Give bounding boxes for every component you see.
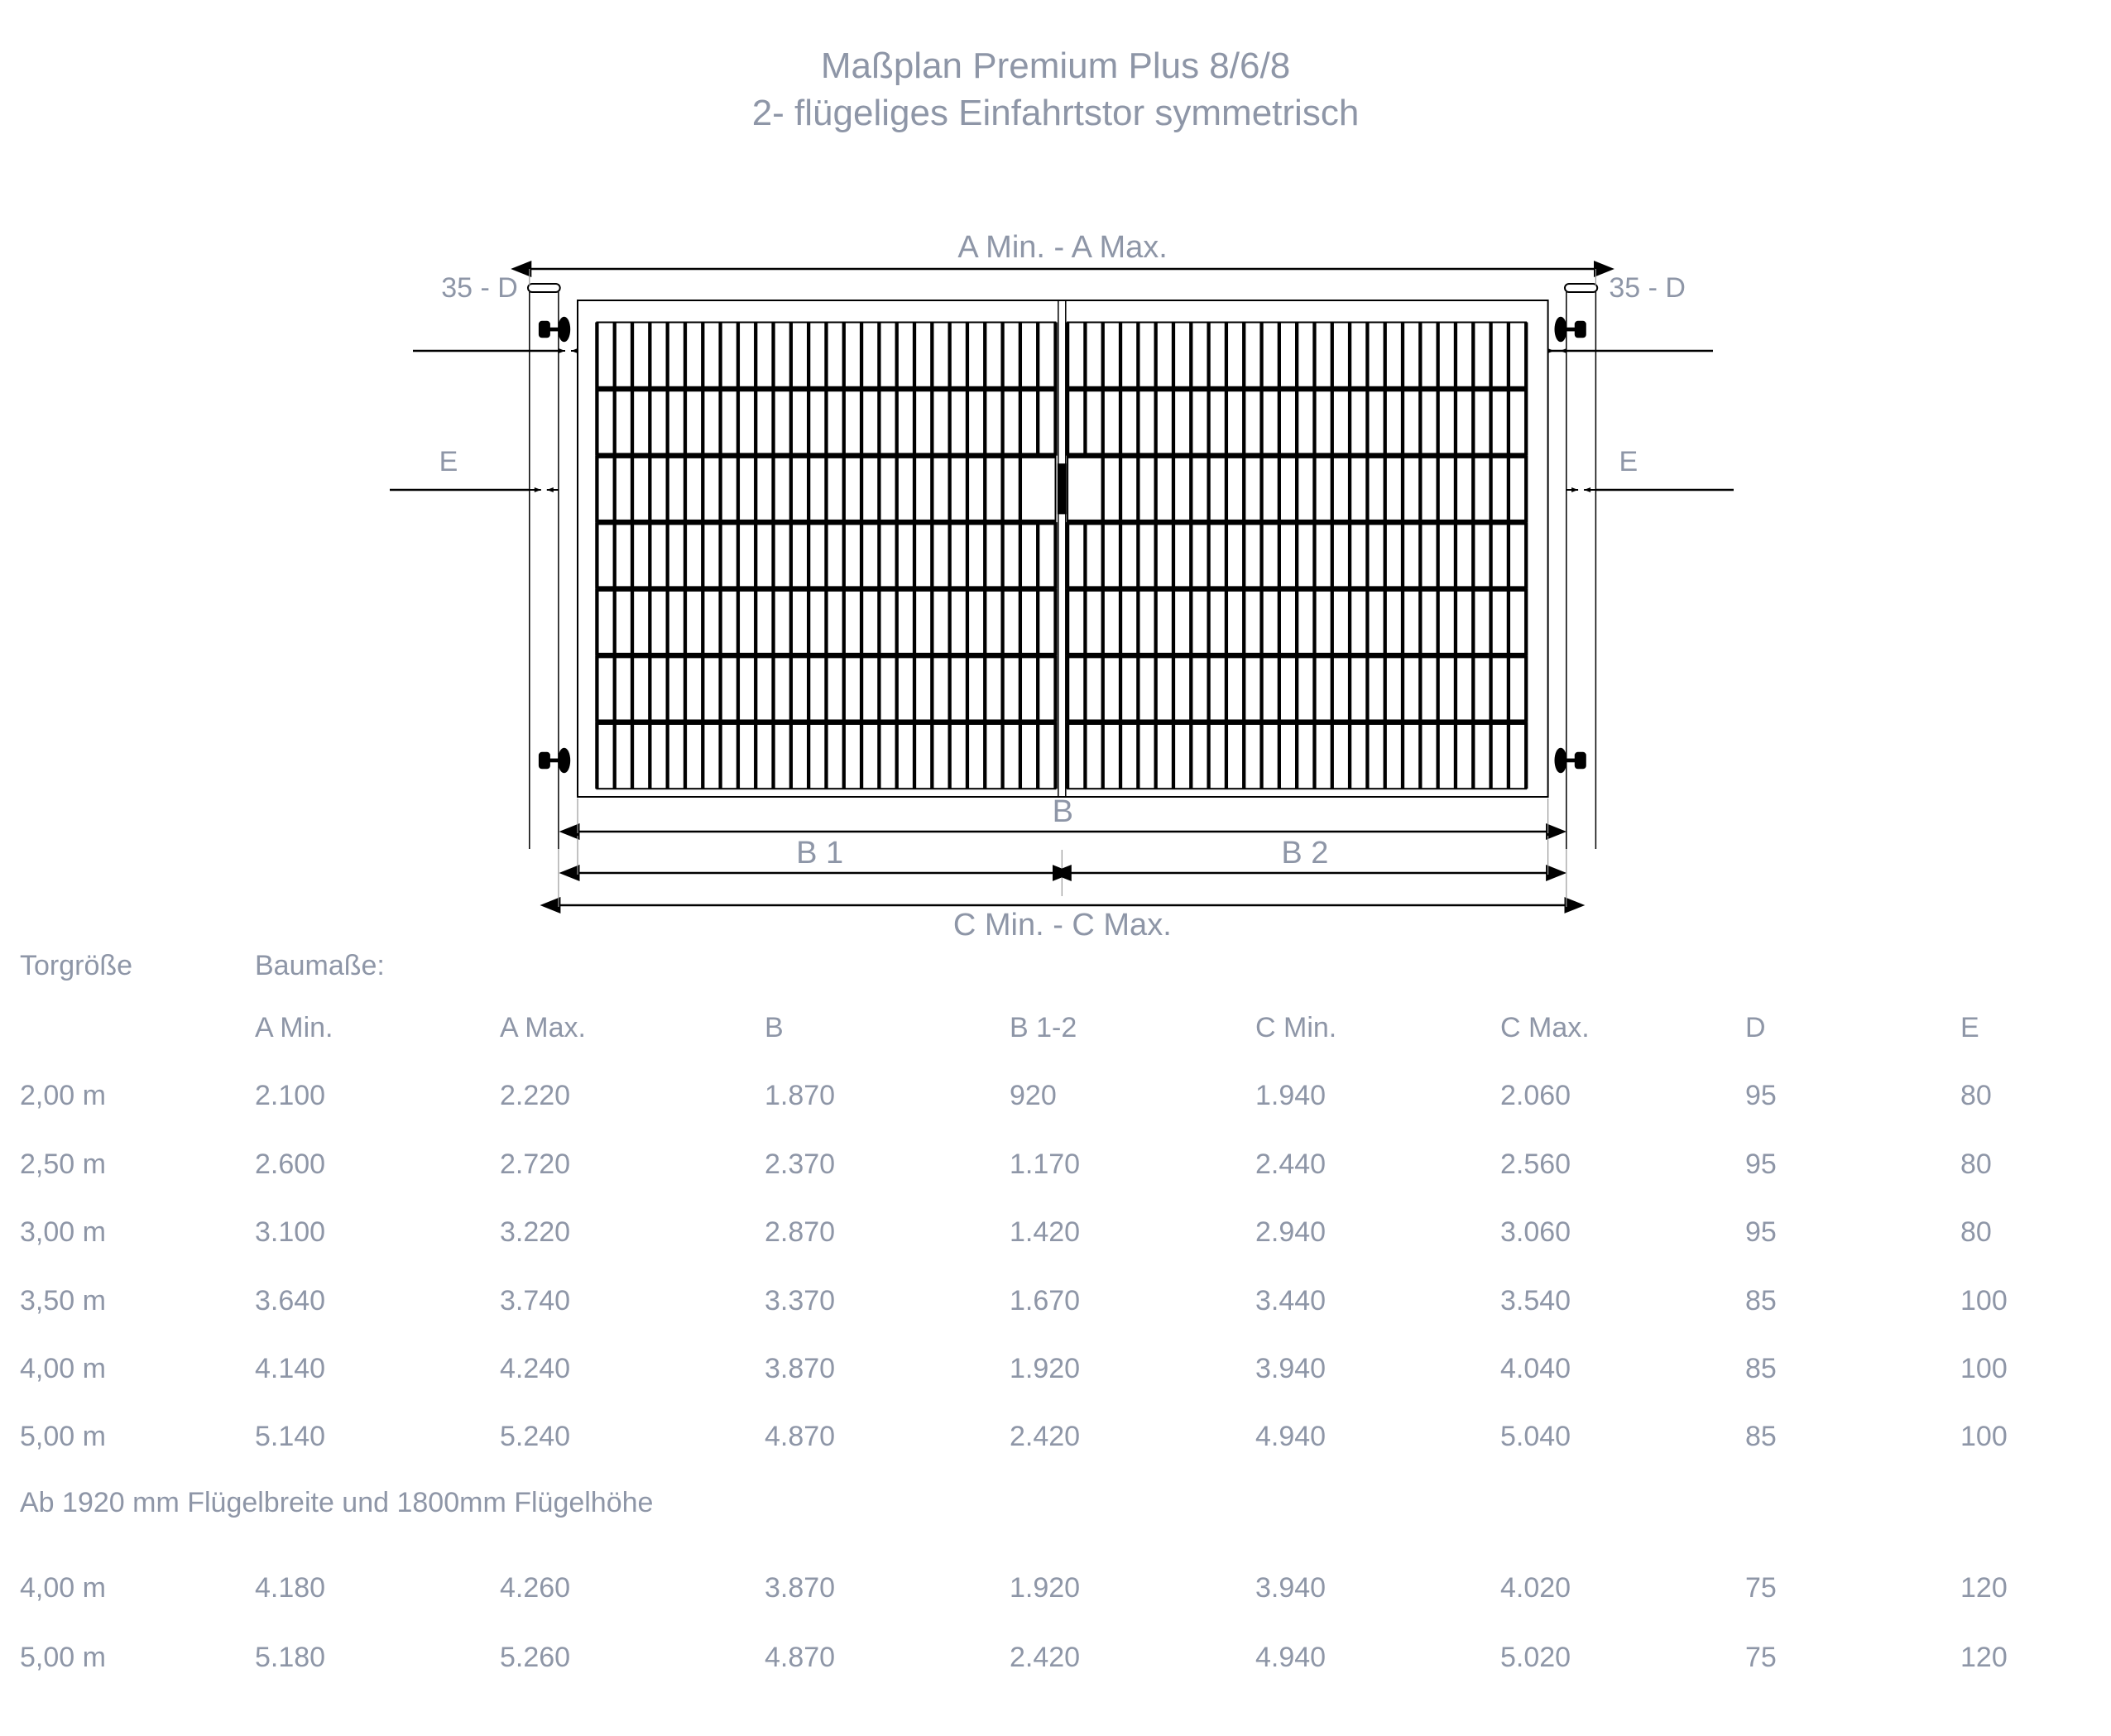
svg-text:B: B [1053, 794, 1073, 829]
svg-text:35 - D: 35 - D [1609, 272, 1686, 304]
svg-text:B 1: B 1 [796, 836, 843, 870]
svg-text:B 2: B 2 [1281, 836, 1328, 870]
svg-text:E: E [439, 446, 458, 477]
svg-text:E: E [1619, 446, 1638, 477]
svg-text:A Min. - A Max.: A Min. - A Max. [957, 232, 1167, 265]
svg-text:C Min. - C Max.: C Min. - C Max. [953, 908, 1172, 942]
svg-text:35 - D: 35 - D [441, 272, 518, 304]
